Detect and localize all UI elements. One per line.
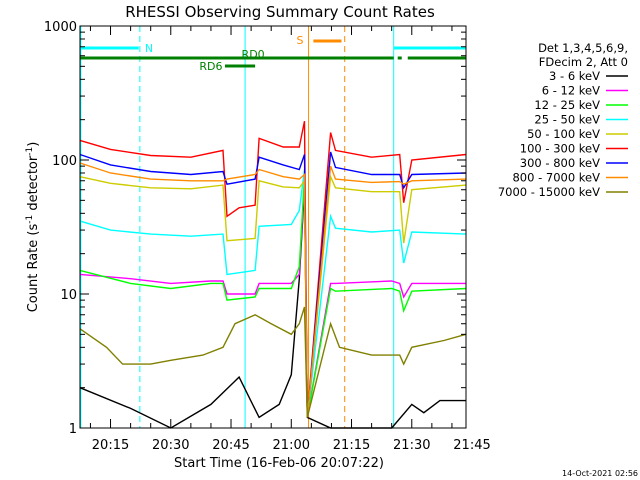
saa-label: S bbox=[297, 34, 304, 47]
x-tick-label-1: 20:30 bbox=[152, 438, 189, 453]
legend-label-4: 50 - 100 keV bbox=[527, 127, 600, 141]
x-tick-label-3: 21:00 bbox=[273, 438, 310, 453]
y-tick-label-2: 100 bbox=[52, 154, 77, 169]
series-line-4 bbox=[79, 173, 467, 418]
x-tick-label-5: 21:30 bbox=[393, 438, 430, 453]
rd0-label: RD0 bbox=[242, 48, 265, 61]
rd6-label: RD6 bbox=[199, 60, 222, 73]
series-line-3 bbox=[79, 169, 467, 418]
chart-title: RHESSI Observing Summary Count Rates bbox=[125, 3, 435, 21]
series-line-5 bbox=[79, 120, 467, 418]
event-lines bbox=[80, 26, 467, 428]
y-tick-label-0: 1 bbox=[69, 422, 77, 437]
x-tick-label-6: 21:45 bbox=[453, 438, 490, 453]
series-line-7 bbox=[79, 162, 467, 418]
y-tick-label-3: 1000 bbox=[44, 20, 77, 35]
series-line-2 bbox=[79, 176, 467, 418]
x-tick-label-2: 20:45 bbox=[212, 438, 249, 453]
y-axis-label: Count Rate (s-1 detector-1) bbox=[25, 142, 41, 313]
legend-header-line2: FDecim 2, Att 0 bbox=[539, 55, 628, 69]
legend-label-5: 100 - 300 keV bbox=[520, 142, 600, 156]
legend-label-0: 3 - 6 keV bbox=[549, 69, 600, 83]
x-axis-label: Start Time (16-Feb-06 20:07:22) bbox=[174, 456, 384, 471]
night-label: N bbox=[145, 42, 153, 55]
legend-label-8: 7000 - 15000 keV bbox=[498, 185, 600, 199]
legend-header-line1: Det 1,3,4,5,6,9, bbox=[538, 41, 628, 55]
series-line-1 bbox=[79, 180, 466, 418]
legend-label-6: 300 - 800 keV bbox=[520, 156, 600, 170]
generated-timestamp: 14-Oct-2021 02:56 bbox=[562, 469, 638, 478]
legend-label-2: 12 - 25 keV bbox=[534, 98, 600, 112]
legend: Det 1,3,4,5,6,9, FDecim 2, Att 0 3 - 6 k… bbox=[498, 41, 628, 199]
series-line-0 bbox=[79, 187, 466, 429]
status-bars: N S RD0 RD6 bbox=[80, 34, 466, 73]
x-tick-label-4: 21:15 bbox=[333, 438, 370, 453]
legend-label-3: 25 - 50 keV bbox=[534, 113, 600, 127]
legend-label-1: 6 - 12 keV bbox=[542, 84, 600, 98]
series-line-8 bbox=[79, 306, 467, 418]
series-layer bbox=[79, 120, 467, 429]
x-tick-label-0: 20:15 bbox=[92, 438, 129, 453]
series-line-6 bbox=[79, 151, 467, 418]
legend-label-7: 800 - 7000 keV bbox=[512, 171, 600, 185]
plot-frame bbox=[79, 25, 467, 429]
axes: 1 10 100 1000 20:15 20:30 20:45 21:00 21:15 21:30… bbox=[44, 20, 491, 453]
y-tick-label-1: 10 bbox=[60, 288, 77, 303]
